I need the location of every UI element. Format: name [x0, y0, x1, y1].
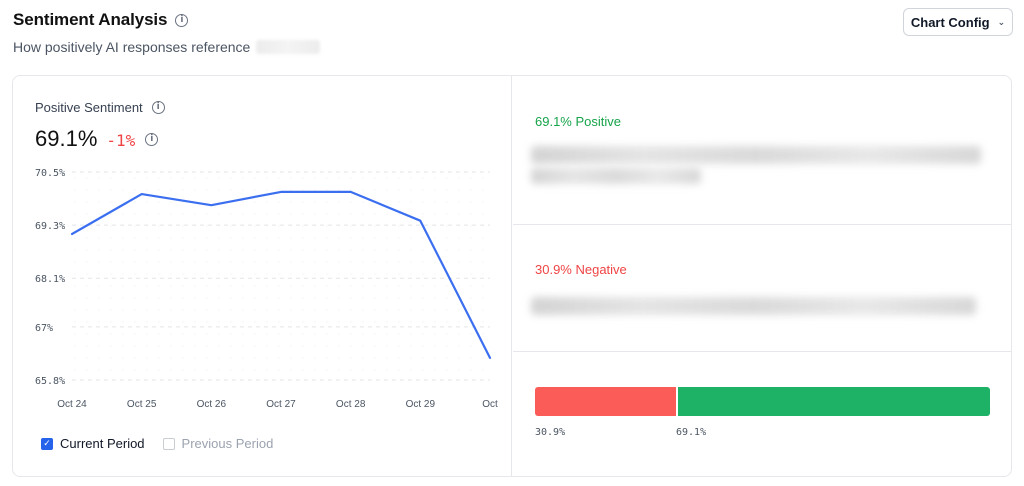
x-tick-label: Oct 24 — [57, 399, 87, 410]
negative-label: 30.9% Negative — [535, 262, 627, 277]
positive-section: 69.1% Positive — [513, 76, 1011, 225]
legend-current-period[interactable]: ✓ Current Period — [41, 436, 145, 451]
legend-previous-label: Previous Period — [181, 436, 274, 451]
y-tick-label: 70.5% — [35, 168, 65, 179]
checkbox-checked-icon[interactable]: ✓ — [41, 437, 53, 450]
x-tick-label: Oct 25 — [127, 399, 157, 410]
sentiment-card: Positive Sentiment i 69.1% -1% i 65.8% 67… — [12, 75, 1012, 477]
y-tick-label: 68.1% — [35, 274, 65, 285]
info-icon[interactable]: i — [175, 13, 189, 27]
y-tick-label: 67% — [35, 323, 53, 334]
info-icon[interactable]: i — [145, 132, 159, 146]
chart-dot-grid — [72, 172, 490, 380]
negative-segment — [535, 387, 676, 416]
positive-label: 69.1% Positive — [535, 114, 621, 129]
legend-current-label: Current Period — [60, 436, 145, 451]
page-title: Sentiment Analysis — [13, 10, 168, 29]
negative-value-label: 30.9% — [535, 427, 566, 438]
info-icon[interactable]: i — [151, 101, 165, 114]
chart-config-label: Chart Config — [910, 14, 990, 30]
redacted-negative-text — [531, 297, 976, 315]
x-tick-label: Oct 28 — [336, 399, 366, 410]
x-tick-label: Oct 29 — [406, 399, 436, 410]
negative-section: 30.9% Negative — [513, 225, 1011, 352]
positive-value-label: 69.1% — [676, 427, 707, 438]
sentiment-line-chart: 65.8% 67% 68.1% 69.3% 70.5% Oct 24 Oct 25 Oct 2… — [35, 168, 498, 410]
checkbox-unchecked-icon[interactable] — [162, 437, 175, 450]
legend-previous-period[interactable]: Previous Period — [162, 436, 274, 451]
chevron-down-icon: ⌄ — [997, 16, 1006, 27]
series-line-current-period — [70, 190, 492, 359]
y-tick-label: 65.8% — [35, 376, 65, 387]
redacted-positive-text — [531, 146, 981, 164]
sentiment-breakdown-panel: 69.1% Positive 30.9% Negative 30.9% 69.1… — [513, 76, 1011, 476]
chart-legend: ✓ Current Period Previous Period — [41, 436, 273, 451]
x-tick-label: Oct — [482, 399, 498, 410]
redacted-brand-name — [256, 40, 321, 54]
x-tick-label: Oct 27 — [266, 399, 296, 410]
page-header: Sentiment Analysis i How positively AI r… — [13, 10, 321, 55]
page-subtitle: How positively AI responses reference — [13, 39, 251, 55]
y-tick-label: 69.3% — [35, 221, 65, 232]
chart-config-button[interactable]: Chart Config ⌄ — [903, 8, 1013, 36]
sentiment-split-bar: 30.9% 69.1% — [535, 387, 990, 443]
metric-value: 69.1% — [35, 126, 98, 151]
positive-segment — [676, 387, 990, 416]
redacted-positive-text — [531, 168, 701, 184]
metric-delta: -1% — [106, 131, 136, 150]
metric-label: Positive Sentiment — [35, 100, 143, 115]
x-tick-label: Oct 26 — [197, 399, 227, 410]
positive-sentiment-panel: Positive Sentiment i 69.1% -1% i 65.8% 67… — [13, 76, 512, 476]
